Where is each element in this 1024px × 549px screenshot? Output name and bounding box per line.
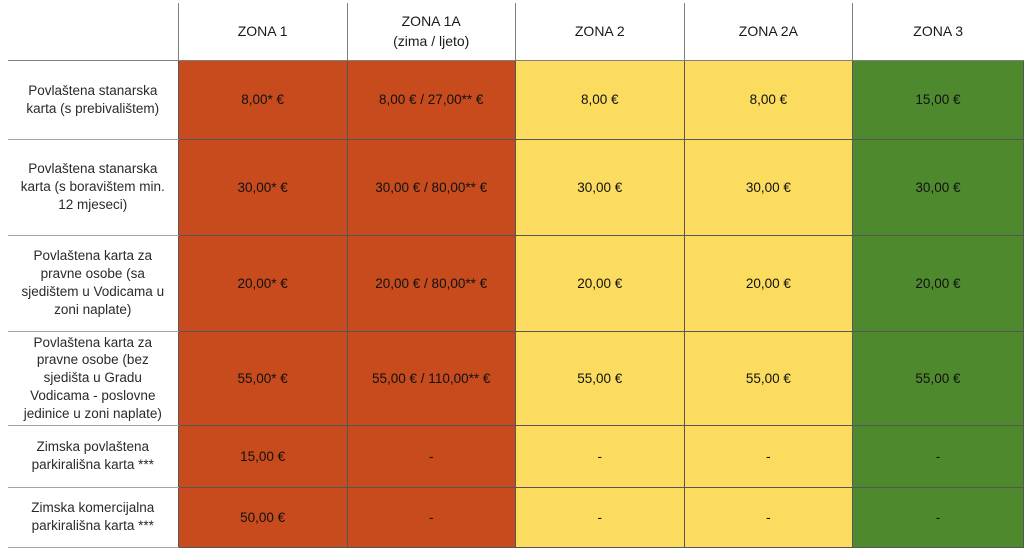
price-cell-zona-1: 50,00 € <box>177 486 348 548</box>
row-label: Povlaštena karta za pravne osobe (bez sj… <box>8 330 179 426</box>
price-cell-zona-3: 20,00 € <box>851 234 1024 332</box>
zone-header-label: ZONA 1A <box>401 12 461 29</box>
row-label: Zimska povlaštena parkirališna karta *** <box>8 424 179 488</box>
parking-prices-page: ZONA 1 ZONA 1A (zima / ljeto) ZONA 2 ZONA 2A… <box>0 3 1024 549</box>
price-cell-zona-2a: 8,00 € <box>683 59 853 140</box>
zone-header-zona-1: ZONA 1 <box>177 3 348 61</box>
parking-price-table: ZONA 1 ZONA 1A (zima / ljeto) ZONA 2 ZONA 2A… <box>8 3 1024 548</box>
price-cell-zona-1: 15,00 € <box>177 424 348 488</box>
price-cell-zona-2a: 30,00 € <box>683 138 853 236</box>
zone-header-label: ZONA 2A <box>738 23 798 40</box>
table-row: Povlaštena karta za pravne osobe (sa sje… <box>8 234 1024 332</box>
row-label: Zimska komercijalna parkirališna karta *… <box>8 486 179 548</box>
zone-header-zona-2: ZONA 2 <box>514 3 685 61</box>
zone-header-label: ZONA 2 <box>574 23 625 40</box>
price-cell-zona-3: 15,00 € <box>851 59 1024 140</box>
price-cell-zona-1: 20,00* € <box>177 234 348 332</box>
zone-header-label: ZONA 3 <box>913 23 964 40</box>
price-cell-zona-1a: - <box>346 486 516 548</box>
price-cell-zona-2: 8,00 € <box>514 59 685 140</box>
price-cell-zona-2: 20,00 € <box>514 234 685 332</box>
price-cell-zona-2: 55,00 € <box>514 330 685 426</box>
price-cell-zona-1a: - <box>346 424 516 488</box>
price-cell-zona-2a: 20,00 € <box>683 234 853 332</box>
row-label: Povlaštena karta za pravne osobe (sa sje… <box>8 234 179 332</box>
price-cell-zona-2: - <box>514 424 685 488</box>
table-row: Povlaštena karta za pravne osobe (bez sj… <box>8 330 1024 426</box>
price-cell-zona-1a: 8,00 € / 27,00** € <box>346 59 516 140</box>
price-cell-zona-2a: - <box>683 424 853 488</box>
zone-header-sublabel: (zima / ljeto) <box>393 33 470 50</box>
price-cell-zona-3: 55,00 € <box>851 330 1024 426</box>
table-row: Povlaštena stanarska karta (s prebivališ… <box>8 59 1024 140</box>
table-row: Zimska povlaštena parkirališna karta ***… <box>8 424 1024 488</box>
price-cell-zona-2: - <box>514 486 685 548</box>
zone-header-zona-1a: ZONA 1A (zima / ljeto) <box>346 3 516 61</box>
zone-header-label: ZONA 1 <box>237 23 288 40</box>
price-cell-zona-2a: - <box>683 486 853 548</box>
price-cell-zona-1a: 20,00 € / 80,00** € <box>346 234 516 332</box>
price-cell-zona-2a: 55,00 € <box>683 330 853 426</box>
price-cell-zona-1a: 55,00 € / 110,00** € <box>346 330 516 426</box>
price-cell-zona-1: 8,00* € <box>177 59 348 140</box>
row-label: Povlaštena stanarska karta (s boravištem… <box>8 138 179 236</box>
price-cell-zona-1: 55,00* € <box>177 330 348 426</box>
table-row: Povlaštena stanarska karta (s boravištem… <box>8 138 1024 236</box>
row-label: Povlaštena stanarska karta (s prebivališ… <box>8 59 179 140</box>
price-cell-zona-3: - <box>851 424 1024 488</box>
table-row: Zimska komercijalna parkirališna karta *… <box>8 486 1024 548</box>
price-cell-zona-3: 30,00 € <box>851 138 1024 236</box>
price-cell-zona-1: 30,00* € <box>177 138 348 236</box>
price-cell-zona-3: - <box>851 486 1024 548</box>
zone-header-zona-3: ZONA 3 <box>851 3 1024 61</box>
price-cell-zona-2: 30,00 € <box>514 138 685 236</box>
zone-header-zona-2a: ZONA 2A <box>683 3 853 61</box>
header-row: ZONA 1 ZONA 1A (zima / ljeto) ZONA 2 ZONA 2A… <box>8 3 1024 61</box>
corner-cell <box>8 3 179 61</box>
price-cell-zona-1a: 30,00 € / 80,00** € <box>346 138 516 236</box>
